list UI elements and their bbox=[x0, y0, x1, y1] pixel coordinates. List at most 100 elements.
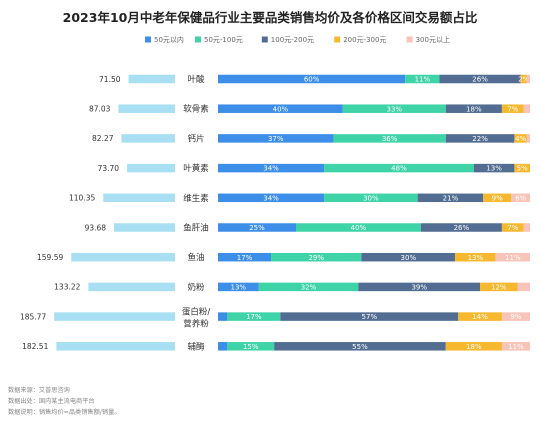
segment-label-8-4: 9% bbox=[510, 313, 521, 321]
category-label-0: 叶酸 bbox=[187, 74, 205, 85]
avg-value-label-4: 110.35 bbox=[69, 194, 95, 203]
average-price-bars: 71.50 87.03 82.27 73.70 110.35 93.68 159.59 133… bbox=[20, 74, 176, 351]
segment-6-3 bbox=[455, 252, 496, 262]
segment-label-5-1: 40% bbox=[351, 224, 367, 232]
segment-5-2 bbox=[420, 223, 502, 232]
segment-5-4 bbox=[523, 223, 530, 232]
segment-label-6-0: 17% bbox=[237, 254, 253, 262]
segment-7-4 bbox=[517, 282, 530, 292]
avg-value-label-0: 71.50 bbox=[99, 75, 121, 84]
segment-0-4 bbox=[526, 74, 530, 84]
segment-label-9-4: 11% bbox=[508, 343, 524, 351]
segment-label-5-2: 26% bbox=[454, 224, 470, 232]
segment-2-1 bbox=[333, 134, 446, 143]
avg-bar-8 bbox=[54, 312, 176, 321]
segment-label-0-2: 26% bbox=[472, 76, 488, 84]
avg-bar-7 bbox=[88, 282, 175, 292]
segment-label-6-1: 29% bbox=[308, 254, 324, 262]
note-origin: 数据出处：国内某主流电商平台 bbox=[8, 397, 95, 405]
segment-8-4 bbox=[501, 312, 530, 321]
segment-2-0 bbox=[218, 134, 334, 143]
segment-label-2-3: 4% bbox=[515, 135, 526, 143]
segment-9-3 bbox=[445, 342, 502, 351]
category-label-2: 钙片 bbox=[187, 133, 204, 144]
segment-2-2 bbox=[445, 134, 515, 143]
segment-label-8-3: 14% bbox=[472, 313, 488, 321]
avg-value-label-1: 87.03 bbox=[89, 105, 111, 114]
category-label-8: 蛋白粉/ bbox=[182, 307, 211, 318]
segment-label-1-1: 33% bbox=[386, 105, 402, 113]
legend-label-0: 50元以内 bbox=[154, 35, 184, 44]
legend-swatch-0 bbox=[145, 36, 151, 43]
avg-bar-4 bbox=[103, 193, 175, 203]
segment-3-1 bbox=[324, 163, 474, 173]
avg-bar-6 bbox=[71, 252, 175, 262]
segment-6-0 bbox=[218, 252, 272, 262]
segment-label-1-3: 7% bbox=[507, 105, 518, 113]
segment-1-3 bbox=[501, 104, 524, 113]
segment-6-4 bbox=[495, 252, 530, 262]
segment-3-2 bbox=[473, 163, 515, 173]
segment-1-0 bbox=[218, 104, 343, 113]
category-label-6: 鱼油 bbox=[187, 252, 204, 263]
segment-label-3-0: 34% bbox=[263, 165, 279, 173]
segment-7-2 bbox=[358, 282, 481, 292]
avg-bar-1 bbox=[118, 104, 175, 113]
segment-1-1 bbox=[342, 104, 446, 113]
avg-value-label-7: 133.22 bbox=[54, 283, 80, 292]
avg-value-label-8: 185.77 bbox=[20, 312, 46, 321]
segment-label-7-2: 39% bbox=[411, 284, 427, 292]
avg-value-label-9: 182.51 bbox=[22, 342, 48, 351]
segment-label-6-2: 30% bbox=[401, 254, 417, 262]
segment-label-7-1: 32% bbox=[301, 284, 317, 292]
segment-label-5-0: 25% bbox=[249, 224, 265, 232]
segment-1-2 bbox=[445, 104, 502, 113]
segment-label-3-3: 5% bbox=[517, 165, 528, 173]
segment-label-0-3: 2% bbox=[518, 76, 529, 84]
avg-bar-5 bbox=[114, 223, 175, 232]
segment-5-1 bbox=[296, 223, 421, 232]
category-label-4: 维生素 bbox=[183, 193, 209, 204]
segment-6-1 bbox=[271, 252, 362, 262]
legend-label-2: 100元-200元 bbox=[271, 36, 314, 44]
note-explain: 数据说明：销售均价=品类销售额/销量。 bbox=[8, 408, 120, 416]
avg-value-label-5: 93.68 bbox=[85, 223, 107, 232]
segment-4-4 bbox=[511, 193, 530, 203]
avg-bar-9 bbox=[56, 342, 175, 351]
segment-label-6-3: 13% bbox=[468, 254, 484, 262]
segment-5-0 bbox=[218, 223, 296, 232]
segment-7-3 bbox=[480, 282, 518, 292]
segment-6-2 bbox=[361, 252, 456, 262]
legend-label-4: 300元以上 bbox=[416, 35, 450, 44]
segment-label-8-1: 17% bbox=[246, 313, 262, 321]
segment-9-1 bbox=[227, 342, 275, 351]
segment-0-0 bbox=[218, 74, 406, 84]
avg-value-label-6: 159.59 bbox=[37, 253, 63, 262]
segment-label-2-1: 36% bbox=[382, 135, 398, 143]
avg-bar-3 bbox=[127, 163, 175, 173]
segment-label-7-0: 13% bbox=[230, 284, 246, 292]
chart-title: 2023年10月中老年保健品行业主要品类销售均价及各价格区间交易额占比 bbox=[63, 10, 478, 25]
segment-label-4-2: 21% bbox=[443, 194, 459, 202]
category-label-7: 奶粉 bbox=[187, 282, 205, 293]
segment-label-7-3: 12% bbox=[491, 284, 507, 292]
segment-4-3 bbox=[483, 193, 512, 203]
avg-value-label-2: 82.27 bbox=[92, 134, 114, 143]
avg-value-label-3: 73.70 bbox=[98, 164, 120, 173]
legend-swatch-1 bbox=[195, 36, 201, 43]
segment-8-0 bbox=[218, 312, 228, 321]
segment-label-4-1: 30% bbox=[363, 194, 379, 202]
segment-label-3-2: 13% bbox=[486, 165, 502, 173]
segment-label-3-1: 48% bbox=[391, 165, 407, 173]
segment-label-0-1: 11% bbox=[415, 76, 431, 84]
legend-swatch-4 bbox=[406, 36, 413, 43]
segment-label-9-1: 15% bbox=[243, 343, 259, 351]
segment-label-2-0: 37% bbox=[268, 135, 284, 143]
share-stacked-bars: 60% 11% 26% 2% 40% 33% 18% 7% 37% 36% 22% 4% 34% 48% 1… bbox=[218, 74, 530, 351]
segment-label-4-0: 34% bbox=[263, 194, 279, 202]
category-label-8-line2: 营养粉 bbox=[183, 319, 209, 330]
segment-label-1-0: 40% bbox=[273, 105, 289, 113]
